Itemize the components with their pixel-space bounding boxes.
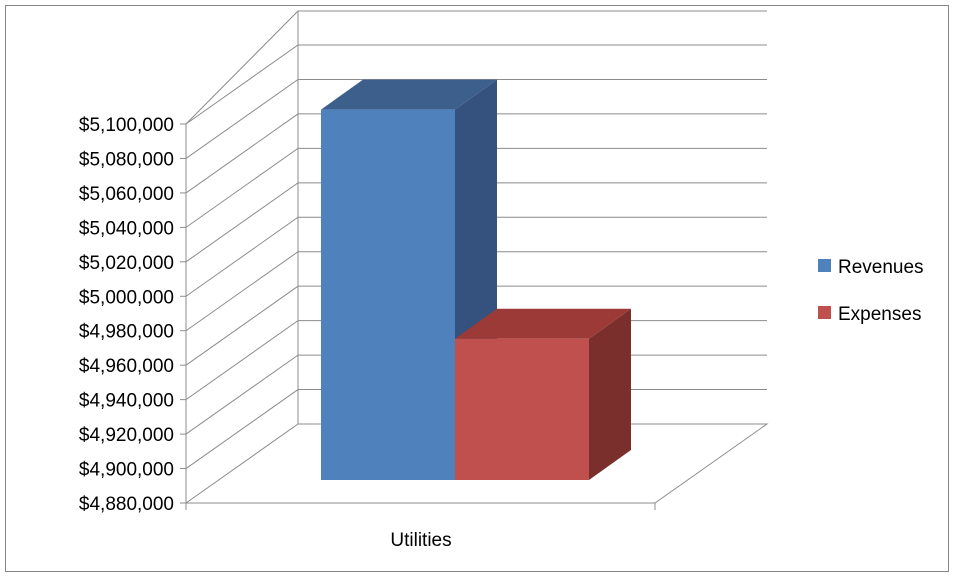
y-tick-label: $5,040,000 bbox=[79, 218, 174, 239]
y-tick-label: $4,900,000 bbox=[79, 460, 174, 481]
y-tick-label: $4,880,000 bbox=[79, 494, 174, 515]
legend-label: Revenues bbox=[838, 257, 924, 278]
bar-front-face bbox=[455, 338, 589, 480]
y-tick-label: $5,080,000 bbox=[79, 149, 174, 170]
gridline bbox=[185, 10, 299, 125]
legend: Revenues Expenses bbox=[818, 257, 924, 325]
bar-expenses bbox=[455, 308, 631, 480]
legend-swatch bbox=[818, 306, 831, 319]
y-tick-label: $5,060,000 bbox=[79, 184, 174, 205]
bar-side-face bbox=[589, 308, 631, 480]
y-tick-label: $5,100,000 bbox=[79, 115, 174, 136]
bar-top-face bbox=[455, 308, 631, 339]
bar-top-face bbox=[321, 79, 497, 110]
y-tick-label: $5,000,000 bbox=[79, 287, 174, 308]
x-category-label: Utilities bbox=[390, 530, 451, 551]
axis-labels: $4,880,000 $4,900,000 $4,920,000 $4,940,000… bbox=[79, 115, 452, 551]
legend-swatch bbox=[818, 259, 831, 272]
bars bbox=[321, 79, 631, 480]
bar-front-face bbox=[321, 109, 455, 480]
y-tick-label: $4,960,000 bbox=[79, 356, 174, 377]
legend-label: Expenses bbox=[838, 304, 921, 325]
y-tick-label: $5,020,000 bbox=[79, 253, 174, 274]
y-tick-label: $4,940,000 bbox=[79, 391, 174, 412]
y-tick-label: $4,920,000 bbox=[79, 425, 174, 446]
y-tick-label: $4,980,000 bbox=[79, 322, 174, 343]
